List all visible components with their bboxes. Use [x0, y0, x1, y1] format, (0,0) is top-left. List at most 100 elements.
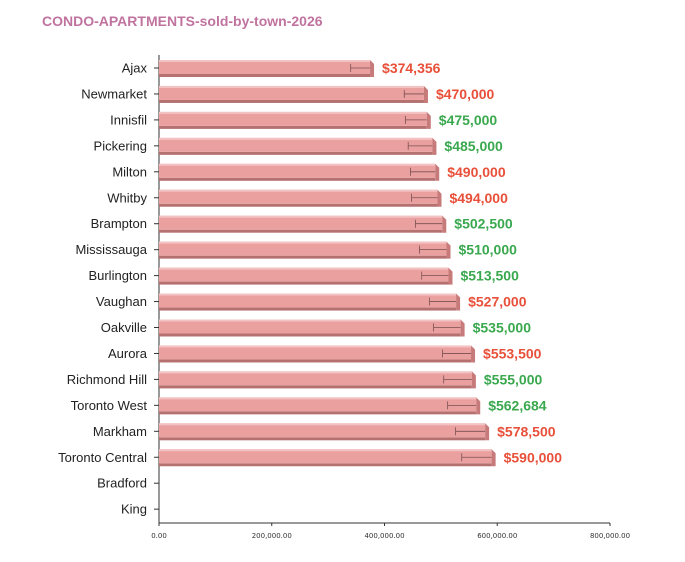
bar-shadow [159, 281, 449, 285]
category-label: Milton [112, 164, 147, 179]
bar [159, 85, 424, 100]
category-label: Toronto Central [58, 450, 147, 465]
category-label: Vaughan [96, 294, 147, 309]
category-label: Ajax [122, 61, 148, 76]
bar-top [159, 423, 486, 426]
bar [159, 267, 449, 282]
bar-side [423, 85, 428, 103]
bar [159, 345, 472, 360]
category-label: Bradford [97, 476, 147, 491]
value-label: $510,000 [459, 242, 518, 258]
bar-top [159, 397, 477, 400]
category-label: Toronto West [71, 398, 148, 413]
bar-shadow [159, 151, 433, 155]
bar-side [476, 397, 481, 415]
bar-top [159, 111, 427, 114]
value-label: $535,000 [473, 320, 532, 336]
bar-side [460, 319, 465, 337]
bar-side [491, 449, 496, 467]
bar [159, 60, 371, 74]
value-label: $578,500 [497, 423, 556, 439]
category-label: King [121, 502, 147, 517]
category-label: Pickering [94, 138, 147, 153]
x-tick-label: 0.00 [151, 532, 167, 540]
bar-shadow [159, 333, 461, 337]
bar-shadow [159, 411, 477, 415]
bar-shadow [159, 255, 447, 259]
value-label: $374,356 [382, 60, 441, 76]
bar-shadow [159, 437, 486, 441]
bar-side [456, 293, 461, 311]
x-tick-label: 200,000.00 [252, 532, 292, 540]
value-label: $475,000 [439, 112, 498, 128]
value-label: $553,500 [483, 345, 542, 361]
value-label: $502,500 [454, 216, 513, 232]
value-label: $527,000 [468, 294, 527, 310]
bar-shadow [159, 359, 472, 363]
chart-title: CONDO-APARTMENTS-sold-by-town-2026 [42, 13, 323, 29]
value-label: $590,000 [504, 449, 563, 465]
bar [159, 215, 443, 230]
value-label: $562,684 [488, 397, 547, 413]
bar-top [159, 215, 443, 218]
value-label: $485,000 [444, 138, 503, 154]
bar [159, 111, 427, 126]
x-tick-label: 800,000.00 [590, 532, 630, 540]
category-label: Whitby [107, 190, 147, 205]
category-label: Aurora [108, 346, 148, 361]
bar-top [159, 371, 472, 374]
bar-shadow [159, 177, 436, 181]
category-label: Innisfil [110, 112, 147, 127]
category-label: Richmond Hill [67, 372, 147, 387]
bar [159, 163, 436, 178]
value-label: $555,000 [484, 371, 543, 387]
bar-side [448, 267, 453, 285]
category-label: Oakville [101, 320, 147, 335]
category-label: Markham [93, 424, 147, 439]
bar [159, 293, 457, 308]
bar [159, 137, 433, 152]
bar-shadow [159, 307, 457, 311]
bar-top [159, 60, 371, 62]
bar-side [435, 163, 440, 181]
bar-side [446, 241, 451, 259]
category-label: Burlington [88, 268, 147, 283]
bar-side [442, 215, 447, 233]
bar-top [159, 137, 433, 140]
bar [159, 449, 492, 464]
bar-shadow [159, 125, 427, 129]
bar-side [437, 189, 442, 207]
category-label: Mississauga [75, 242, 147, 257]
value-label: $494,000 [449, 190, 508, 206]
bar-top [159, 85, 424, 88]
bar-top [159, 293, 457, 296]
x-tick-label: 400,000.00 [364, 532, 404, 540]
bar-shadow [159, 203, 438, 207]
bar-top [159, 319, 461, 322]
bar-top [159, 267, 449, 270]
bar-top [159, 189, 438, 192]
bar-side [485, 423, 490, 441]
value-label: $490,000 [447, 164, 506, 180]
bar-top [159, 345, 472, 348]
bar-top [159, 163, 436, 166]
bar-shadow [159, 385, 472, 389]
bar-side [471, 371, 476, 389]
bar-shadow [159, 229, 443, 233]
bar [159, 319, 461, 334]
bar-shadow [159, 74, 371, 77]
bar-side [370, 60, 375, 77]
bar-side [471, 345, 476, 363]
category-label: Newmarket [81, 86, 147, 101]
bar [159, 371, 472, 386]
bar [159, 189, 438, 204]
value-label: $470,000 [436, 86, 495, 102]
value-label: $513,500 [460, 268, 519, 284]
bar [159, 241, 447, 256]
category-label: Brampton [91, 216, 147, 231]
bar-side [426, 111, 431, 129]
bar-side [432, 137, 437, 155]
bar-top [159, 449, 492, 452]
x-tick-label: 600,000.00 [477, 532, 517, 540]
